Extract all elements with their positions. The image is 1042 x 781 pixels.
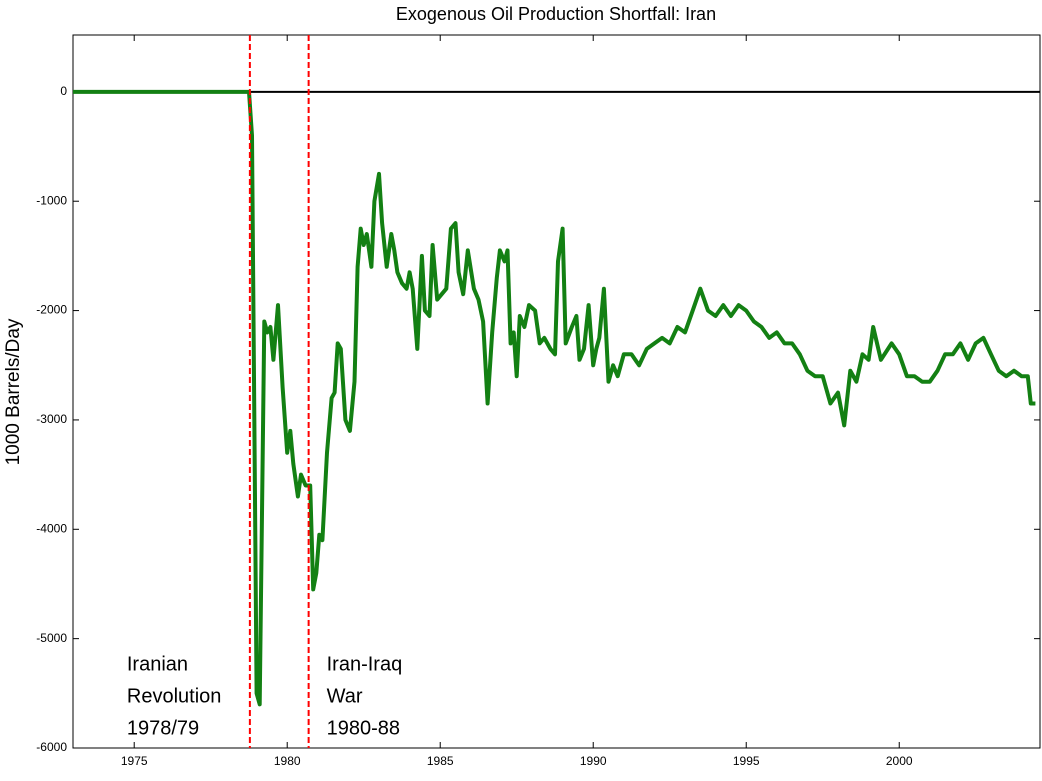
y-tick-label: -3000: [36, 412, 67, 426]
y-tick-label: -1000: [36, 193, 67, 207]
chart-title: Exogenous Oil Production Shortfall: Iran: [396, 4, 716, 24]
y-tick-label: -5000: [36, 631, 67, 645]
event-label: 1978/79: [127, 717, 199, 739]
plot-frame: [72, 34, 1041, 749]
x-tick-label: 2000: [886, 754, 913, 768]
data-line: [73, 89, 1036, 707]
y-tick-label: -4000: [36, 521, 67, 535]
x-tick-label: 1995: [733, 754, 760, 768]
x-tick-label: 1990: [580, 754, 607, 768]
event-label: Iran-Iraq: [327, 653, 403, 675]
x-tick-label: 1980: [274, 754, 301, 768]
y-axis-label: 1000 Barrels/Day: [3, 318, 24, 465]
y-tick-label: -6000: [36, 740, 67, 754]
event-label: War: [327, 685, 363, 707]
x-tick-label: 1975: [121, 754, 148, 768]
x-tick-label: 1985: [427, 754, 454, 768]
event-label: Iranian: [127, 653, 188, 675]
y-tick-label: -2000: [36, 303, 67, 317]
event-label: 1980-88: [327, 717, 400, 739]
event-label: Revolution: [127, 685, 222, 707]
y-tick-label: 0: [60, 84, 67, 98]
